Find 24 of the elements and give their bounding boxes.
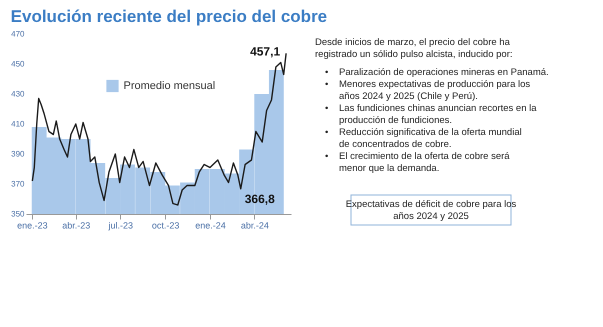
text: • Las fundiciones chinas anuncian recortes en la producción de fundiciones. xyxy=(325,103,538,126)
annotation: 457,1 xyxy=(250,44,280,58)
y-tick-label: 350 xyxy=(11,210,26,218)
y-tick-label: 410 xyxy=(11,120,26,128)
x-tick-label: abr.-24 xyxy=(240,220,269,230)
text: Expectativas de déficit de cobre para los años 2024 y 2025 xyxy=(346,199,517,222)
y-tick-label: 430 xyxy=(11,90,26,98)
x-tick-label: ene.-24 xyxy=(195,220,226,230)
x-tick-label: oct.-23 xyxy=(152,220,180,230)
text: • El crecimiento de la oferta de cobre será menor que la demanda. xyxy=(325,151,510,174)
x-tick-label: jul.-23 xyxy=(107,220,133,230)
annotation: 366,8 xyxy=(244,192,276,206)
y-tick-label: 390 xyxy=(11,150,26,158)
text: • Paralización de operaciones mineras en Panamá. xyxy=(325,67,549,78)
x-tick-label: ene.-23 xyxy=(17,220,48,230)
y-tick-label: 370 xyxy=(11,180,26,188)
text: • Reducción significativa de la oferta mundial de concentrados de cobre. xyxy=(325,127,522,150)
x-tick-label: abr.-23 xyxy=(62,220,90,230)
y-tick-label: 450 xyxy=(11,60,26,68)
text: Desde inicios de marzo, el precio del cobre ha registrado un sólido pulso alcista, inducido por: xyxy=(315,37,513,60)
chart-title: Evolución reciente del precio del cobre xyxy=(10,7,328,26)
legend-label: Promedio mensual xyxy=(124,80,216,92)
y-tick-label: 470 xyxy=(11,30,26,38)
text: • Menores expectativas de producción para los años 2024 y 2025 (Chile y Perú). xyxy=(325,79,530,102)
